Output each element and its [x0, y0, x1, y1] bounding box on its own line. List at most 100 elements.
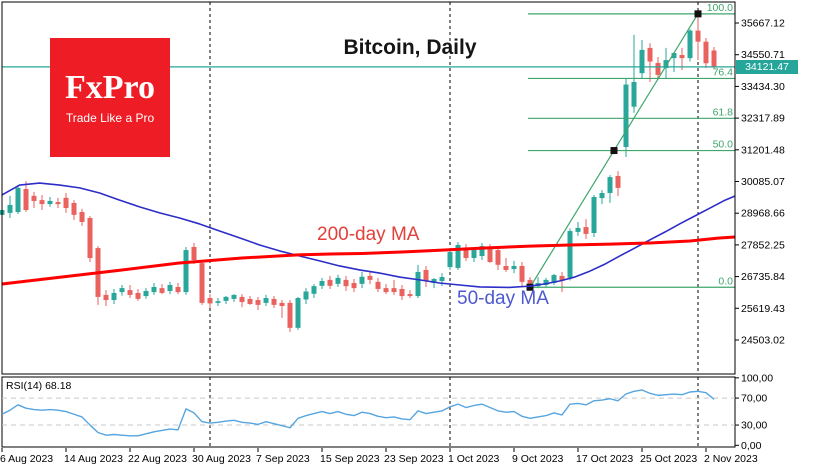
fxpro-logo-tagline: Trade Like a Pro: [65, 110, 155, 125]
candle-body[interactable]: [263, 298, 269, 303]
candle-body[interactable]: [135, 292, 141, 299]
candle-body[interactable]: [247, 298, 253, 305]
candle-body[interactable]: [511, 265, 517, 270]
candle-body[interactable]: [591, 196, 597, 234]
candle-body[interactable]: [415, 271, 421, 297]
candle-body[interactable]: [103, 294, 109, 301]
candle-body[interactable]: [23, 189, 29, 211]
candle-body[interactable]: [335, 277, 341, 284]
candle-body[interactable]: [679, 55, 685, 59]
trendline-anchor-handle[interactable]: [694, 10, 702, 18]
candle-body[interactable]: [519, 265, 525, 282]
candle-body[interactable]: [183, 250, 189, 293]
candle-body[interactable]: [207, 298, 213, 304]
candle-body[interactable]: [655, 62, 661, 75]
candle-body[interactable]: [479, 246, 485, 257]
candle-body[interactable]: [623, 84, 629, 148]
trendline-anchor-handle[interactable]: [610, 147, 618, 155]
price-axis-label: 27852.25: [741, 239, 785, 251]
candle-body[interactable]: [359, 276, 365, 284]
rsi-axis-label: 30,00: [741, 420, 767, 432]
candle-body[interactable]: [287, 302, 293, 328]
candle-body[interactable]: [383, 288, 389, 293]
candle-body[interactable]: [447, 252, 453, 268]
candle-body[interactable]: [215, 301, 221, 303]
candle-body[interactable]: [63, 197, 69, 209]
candle-body[interactable]: [351, 283, 357, 289]
date-axis-label: 2 Nov 2023: [704, 453, 758, 465]
candle-body[interactable]: [143, 290, 149, 297]
candle-body[interactable]: [391, 288, 397, 293]
candle-body[interactable]: [79, 212, 85, 222]
candle-body[interactable]: [471, 250, 477, 259]
rsi-axis-label: 100,00: [741, 372, 773, 384]
candle-body[interactable]: [703, 41, 709, 64]
candle-body[interactable]: [663, 60, 669, 69]
candle-body[interactable]: [375, 281, 381, 289]
candle-body[interactable]: [279, 302, 285, 306]
candle-body[interactable]: [151, 286, 157, 293]
price-axis-label: 32317.89: [741, 113, 785, 125]
candle-body[interactable]: [423, 269, 429, 282]
price-axis-label: 26735.84: [741, 271, 785, 283]
candle-body[interactable]: [303, 291, 309, 300]
candle-body[interactable]: [87, 217, 93, 259]
candle-body[interactable]: [463, 248, 469, 259]
candle-body[interactable]: [567, 231, 573, 278]
candle-body[interactable]: [223, 296, 229, 301]
candle-body[interactable]: [39, 200, 45, 205]
candle-body[interactable]: [559, 275, 565, 281]
candle-body[interactable]: [631, 81, 637, 107]
candle-body[interactable]: [55, 202, 61, 205]
candle-body[interactable]: [431, 279, 437, 284]
candle-body[interactable]: [439, 277, 445, 282]
candle-body[interactable]: [671, 53, 677, 59]
candle-body[interactable]: [495, 250, 501, 265]
candle-body[interactable]: [319, 281, 325, 286]
candle-body[interactable]: [407, 294, 413, 297]
candle-body[interactable]: [311, 286, 317, 294]
candle-body[interactable]: [119, 288, 125, 293]
candle-body[interactable]: [111, 292, 117, 301]
candle-body[interactable]: [647, 47, 653, 62]
candle-body[interactable]: [615, 175, 621, 188]
candle-body[interactable]: [527, 279, 533, 287]
candle-body[interactable]: [295, 298, 301, 328]
candle-body[interactable]: [239, 296, 245, 303]
candle-body[interactable]: [167, 284, 173, 291]
candle-body[interactable]: [31, 195, 37, 201]
candle-body[interactable]: [47, 200, 53, 205]
candle-body[interactable]: [191, 246, 197, 261]
candle-body[interactable]: [551, 275, 557, 284]
candle-body[interactable]: [599, 192, 605, 199]
candle-body[interactable]: [271, 298, 277, 305]
candle-body[interactable]: [695, 30, 701, 42]
candle-body[interactable]: [343, 279, 349, 287]
candle-body[interactable]: [127, 290, 133, 295]
candle-body[interactable]: [543, 279, 549, 285]
candle-body[interactable]: [399, 288, 405, 297]
candle-body[interactable]: [255, 300, 261, 305]
candle-body[interactable]: [687, 30, 693, 59]
candle-body[interactable]: [159, 288, 165, 293]
ma200-line: [1, 235, 735, 286]
candle-body[interactable]: [503, 265, 509, 270]
date-axis-label: 15 Sep 2023: [320, 453, 380, 465]
candle-body[interactable]: [607, 177, 613, 193]
candle-body[interactable]: [711, 50, 717, 67]
candle-body[interactable]: [583, 227, 589, 234]
candle-body[interactable]: [367, 275, 373, 280]
candle-body[interactable]: [15, 187, 21, 213]
candle-body[interactable]: [575, 227, 581, 232]
candle-body[interactable]: [639, 49, 645, 74]
candle-body[interactable]: [231, 294, 237, 299]
candle-body[interactable]: [327, 279, 333, 286]
candle-body[interactable]: [7, 204, 13, 213]
candle-body[interactable]: [487, 248, 493, 262]
candle-body[interactable]: [71, 202, 77, 215]
trendline-anchor-handle[interactable]: [526, 283, 534, 291]
candle-body[interactable]: [199, 263, 205, 303]
candle-body[interactable]: [175, 286, 181, 293]
candle-body[interactable]: [455, 244, 461, 268]
